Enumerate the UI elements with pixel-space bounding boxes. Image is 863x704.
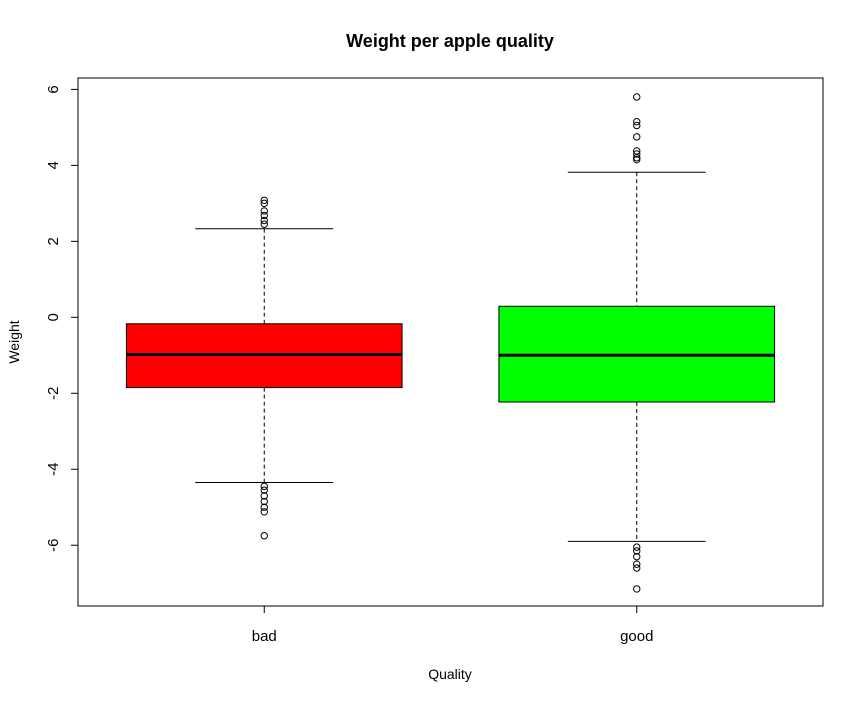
y-tick-label: 2 [45, 237, 62, 245]
y-axis-label: Weight [6, 320, 22, 363]
outlier-point [260, 492, 268, 500]
y-tick-label: 6 [45, 85, 62, 93]
y-tick-label: 0 [45, 313, 62, 321]
x-tick-label: good [620, 628, 653, 645]
outlier-point [633, 121, 641, 130]
y-axis: 6 4 2 0 -2 -4 -6 [45, 85, 79, 552]
outlier-point [260, 196, 268, 205]
outlier-point [260, 532, 268, 540]
outlier-point [633, 147, 641, 155]
outlier-point [260, 207, 268, 215]
boxes-layer [125, 93, 776, 593]
y-tick-label: -4 [45, 463, 62, 476]
outlier-point [633, 133, 641, 141]
outlier-point [260, 482, 268, 491]
outlier-point [260, 486, 268, 494]
outlier-point [633, 93, 641, 101]
outlier-point [260, 503, 268, 511]
outlier-point [633, 560, 641, 568]
box-bad [125, 196, 403, 540]
outlier-point [633, 117, 641, 126]
outlier-point [633, 543, 641, 551]
outlier-point [260, 216, 268, 225]
x-axis: bad good [252, 606, 653, 645]
outlier-point [633, 552, 641, 561]
y-tick-label: -6 [45, 539, 62, 552]
outlier-point [633, 547, 641, 555]
outlier-point [260, 199, 268, 208]
outlier-point [260, 211, 268, 220]
outlier-point [633, 155, 641, 164]
box-good [498, 93, 776, 593]
outlier-point [633, 564, 641, 572]
y-tick-label: 4 [45, 161, 62, 169]
outlier-point [260, 220, 268, 228]
outlier-point [633, 150, 641, 158]
outlier-point [633, 585, 641, 593]
y-tick-label: -2 [45, 387, 62, 400]
x-axis-label: Quality [428, 666, 472, 682]
outlier-point [260, 508, 268, 516]
x-tick-label: bad [252, 628, 277, 645]
chart-title: Weight per apple quality [346, 31, 554, 51]
outlier-point [260, 497, 268, 506]
